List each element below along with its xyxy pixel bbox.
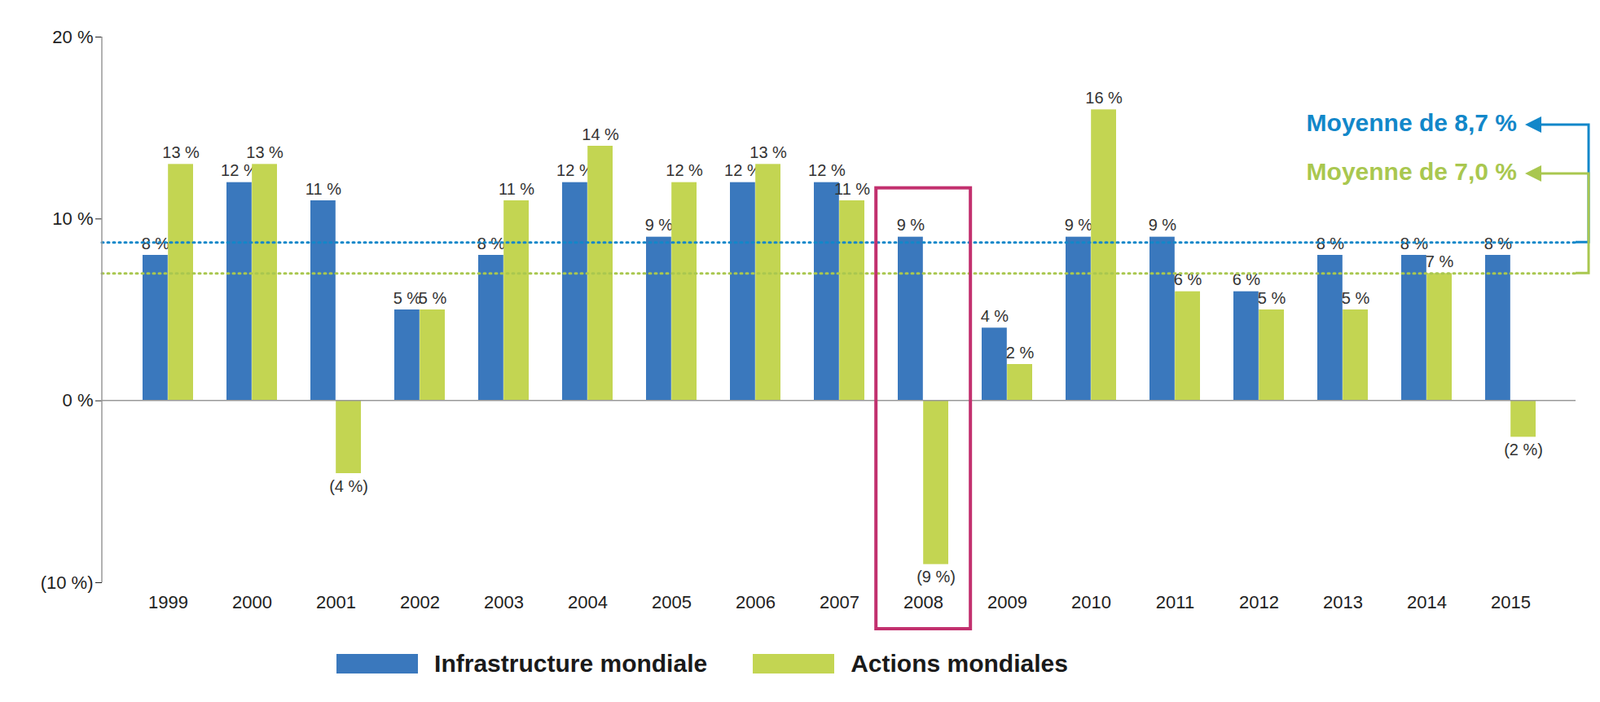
svg-text:4 %: 4 % <box>980 307 1010 326</box>
svg-text:5 %: 5 % <box>393 289 422 308</box>
svg-text:2004: 2004 <box>567 592 608 613</box>
svg-text:12 %: 12 % <box>220 161 259 180</box>
svg-text:20 %: 20 % <box>52 26 93 48</box>
svg-text:(10 %): (10 %) <box>40 572 94 594</box>
svg-text:2012: 2012 <box>1239 592 1280 613</box>
svg-text:5 %: 5 % <box>418 289 448 308</box>
svg-text:(9 %): (9 %) <box>916 567 956 586</box>
svg-text:0 %: 0 % <box>62 390 94 411</box>
svg-text:14 %: 14 % <box>581 125 620 144</box>
svg-text:2008: 2008 <box>903 592 944 613</box>
svg-text:9 %: 9 % <box>1148 215 1178 234</box>
svg-text:5 %: 5 % <box>1257 289 1287 308</box>
svg-text:Moyenne de 8,7 %: Moyenne de 8,7 % <box>1306 109 1517 137</box>
svg-text:12 %: 12 % <box>724 161 762 180</box>
svg-text:11 %: 11 % <box>834 180 871 198</box>
svg-text:9 %: 9 % <box>645 215 674 234</box>
svg-text:2001: 2001 <box>316 592 357 613</box>
svg-text:5 %: 5 % <box>1341 289 1371 308</box>
svg-text:2013: 2013 <box>1323 592 1363 613</box>
svg-text:2005: 2005 <box>651 592 692 613</box>
html-text:Actions mondiales: Actions mondiales <box>850 650 1068 677</box>
svg-text:2015: 2015 <box>1490 592 1531 613</box>
svg-text:6 %: 6 % <box>1173 270 1202 289</box>
svg-text:8 %: 8 % <box>1316 234 1345 253</box>
svg-text:7 %: 7 % <box>1425 252 1455 271</box>
svg-text:8 %: 8 % <box>1484 234 1513 253</box>
svg-text:2002: 2002 <box>400 592 440 613</box>
svg-text:6 %: 6 % <box>1232 270 1261 289</box>
svg-text:1999: 1999 <box>148 592 189 613</box>
svg-text:12 %: 12 % <box>808 161 846 180</box>
svg-text:9 %: 9 % <box>896 215 926 234</box>
svg-text:13 %: 13 % <box>162 143 200 162</box>
svg-text:11 %: 11 % <box>305 180 342 198</box>
svg-text:8 %: 8 % <box>141 234 170 253</box>
svg-text:(2 %): (2 %) <box>1503 440 1543 459</box>
svg-text:2011: 2011 <box>1156 592 1195 613</box>
svg-text:2007: 2007 <box>819 592 860 613</box>
svg-text:2 %: 2 % <box>1006 343 1035 362</box>
svg-text:8 %: 8 % <box>477 234 506 253</box>
html-text:Infrastructure mondiale: Infrastructure mondiale <box>434 650 708 677</box>
svg-text:16 %: 16 % <box>1085 88 1123 107</box>
svg-text:2010: 2010 <box>1071 592 1112 613</box>
svg-text:8 %: 8 % <box>1400 234 1429 253</box>
svg-text:13 %: 13 % <box>246 143 284 162</box>
svg-text:2009: 2009 <box>987 592 1028 613</box>
svg-text:13 %: 13 % <box>749 143 787 162</box>
svg-text:2006: 2006 <box>735 592 776 613</box>
svg-text:Moyenne de 7,0 %: Moyenne de 7,0 % <box>1306 158 1517 185</box>
svg-text:10 %: 10 % <box>52 208 93 229</box>
svg-text:12 %: 12 % <box>665 161 704 180</box>
svg-text:9 %: 9 % <box>1064 215 1094 234</box>
svg-text:2003: 2003 <box>483 592 524 613</box>
svg-text:12 %: 12 % <box>556 161 594 180</box>
svg-text:(4 %): (4 %) <box>329 477 369 496</box>
svg-text:11 %: 11 % <box>498 180 535 198</box>
svg-text:2000: 2000 <box>232 592 273 613</box>
svg-text:2014: 2014 <box>1406 592 1447 613</box>
